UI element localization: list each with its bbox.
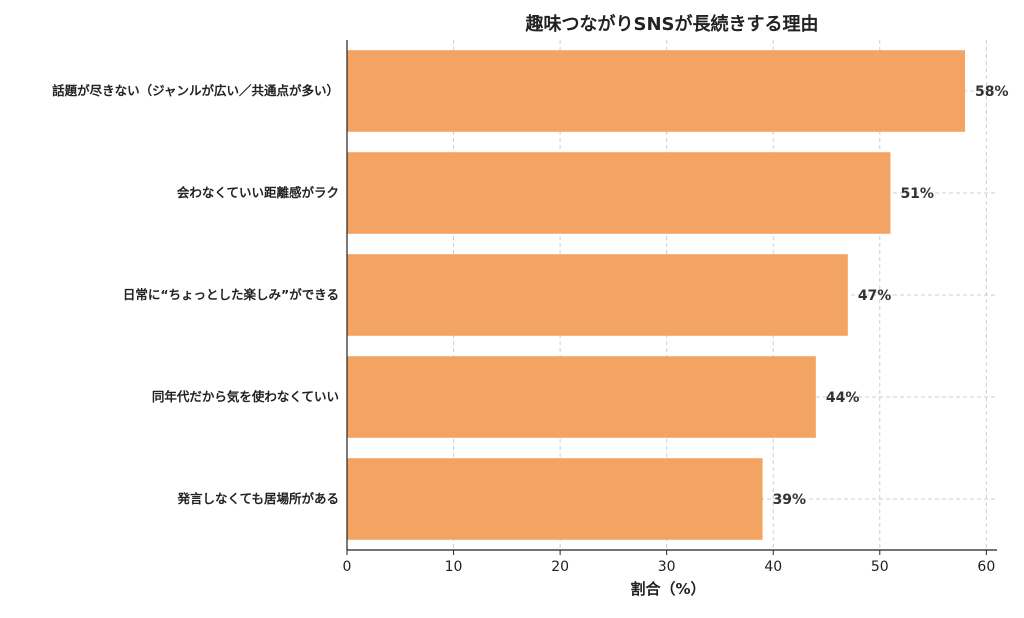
x-tick-label: 30	[658, 559, 676, 575]
data-label: 39%	[773, 492, 807, 508]
chart-title: 趣味つながりSNSが長続きする理由	[525, 13, 819, 35]
data-label: 47%	[858, 288, 892, 304]
category-label: 発言しなくても居場所がある	[176, 491, 339, 506]
x-axis-title: 割合（%）	[630, 580, 705, 598]
x-tick-label: 40	[764, 559, 782, 575]
data-labels: 58% 51% 47% 44% 39%	[773, 84, 1009, 508]
x-tick-label: 60	[977, 559, 995, 575]
data-label: 58%	[975, 84, 1009, 100]
x-tick-label: 20	[551, 559, 569, 575]
data-label: 51%	[900, 186, 934, 202]
category-labels: 話題が尽きない（ジャンルが広い／共通点が多い） 会わなくていい距離感がラク日常に“…	[52, 83, 339, 506]
bar	[347, 254, 848, 336]
bar	[347, 458, 763, 540]
x-tick-label: 50	[871, 559, 889, 575]
category-label: 話題が尽きない（ジャンルが広い／共通点が多い）	[52, 83, 339, 98]
x-tick-label: 10	[445, 559, 463, 575]
category-label: 会わなくていい距離感がラク	[177, 185, 339, 200]
bars	[347, 50, 966, 540]
data-label: 44%	[826, 390, 860, 406]
category-label: 日常に“ちょっとした楽しみ”ができる	[123, 287, 339, 302]
x-tick-labels: 0 10 20 30 40 50 60	[343, 550, 995, 575]
bar	[347, 356, 816, 438]
category-label: 同年代だから気を使わなくていい	[152, 389, 339, 404]
x-tick-label: 0	[343, 559, 352, 575]
bar	[347, 152, 891, 234]
bar	[347, 50, 966, 132]
